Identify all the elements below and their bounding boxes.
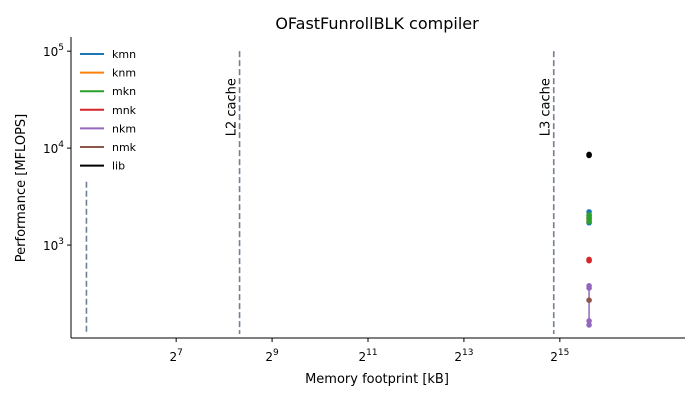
- series-nmk: [586, 297, 592, 303]
- legend-label: mnk: [112, 104, 137, 117]
- x-tick-label: 215: [550, 348, 569, 364]
- y-tick-label: 105: [43, 43, 64, 59]
- legend-label: nmk: [112, 141, 137, 154]
- y-axis-label: Performance [MFLOPS]: [14, 114, 29, 262]
- data-point: [586, 297, 592, 303]
- x-axis-label: Memory footprint [kB]: [305, 372, 449, 387]
- series-mkn: [586, 212, 592, 225]
- x-tick-label: 29: [265, 348, 279, 364]
- cache-line-label: L3 cache: [539, 78, 554, 136]
- data-point: [586, 218, 592, 225]
- data-point: [586, 285, 592, 291]
- x-tick-label: 213: [454, 348, 473, 364]
- x-ticks: 27 29 211 213 215: [169, 338, 569, 364]
- x-tick-label: 211: [358, 348, 377, 364]
- series-nkm: [586, 283, 592, 328]
- y-ticks: 103 104 105: [43, 43, 71, 253]
- data-series: [586, 151, 592, 328]
- chart-title: OFastFunrollBLK compiler: [275, 14, 479, 33]
- series-lib: [586, 151, 592, 159]
- cache-line-label: L2 cache: [225, 78, 240, 136]
- series-mnk: [586, 256, 592, 264]
- legend-label: kmn: [112, 48, 136, 61]
- legend-label: nkm: [112, 122, 136, 135]
- legend-label: lib: [112, 160, 125, 173]
- data-point: [586, 257, 592, 264]
- legend: kmn knm mkn mnk nkm nmk lib: [80, 48, 137, 173]
- legend-label: mkn: [112, 85, 136, 98]
- data-point: [586, 152, 592, 159]
- y-tick-label: 103: [43, 237, 64, 253]
- y-tick-label: 104: [43, 140, 64, 156]
- legend-label: knm: [112, 67, 136, 80]
- cache-lines: L2 cache L3 cache: [85, 51, 555, 334]
- x-tick-label: 27: [169, 348, 182, 364]
- data-point: [586, 322, 592, 328]
- data-point: [586, 318, 592, 324]
